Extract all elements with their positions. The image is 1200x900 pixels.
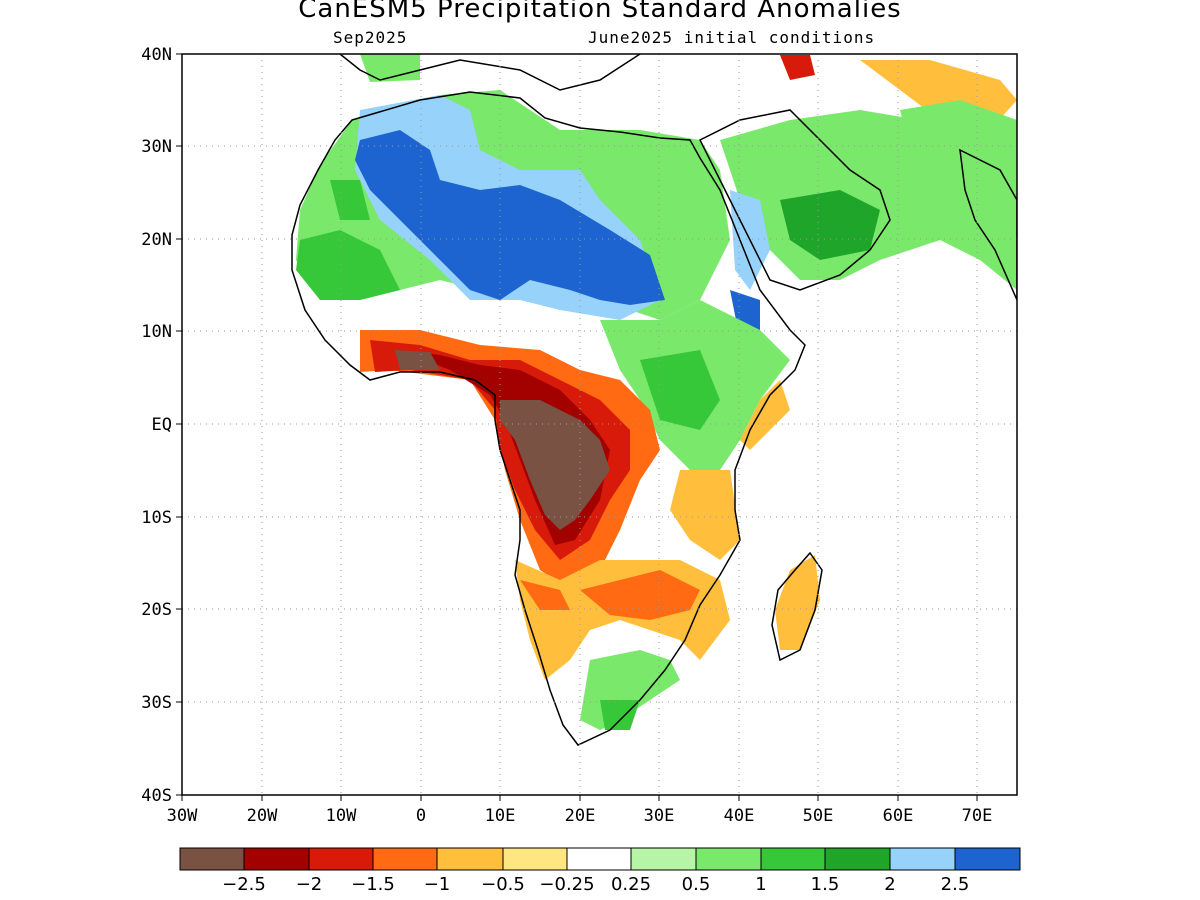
colorbar-swatch-2: [308, 847, 374, 871]
colorbar-label: −1: [424, 874, 451, 895]
lat-label-40s: 40S: [141, 786, 172, 806]
westafrica-brown: [395, 350, 440, 370]
colorbar-label: 0.25: [611, 874, 651, 895]
horn-orange: [740, 380, 790, 450]
colorbar-swatch-4: [436, 847, 504, 871]
coastlines: [291, 54, 1017, 746]
colorbar-swatch-1: [243, 847, 310, 871]
colorbar-label: 1: [755, 874, 766, 895]
lat-label-eq: EQ: [152, 415, 172, 435]
arabia-coastline: [698, 109, 891, 291]
colorbar-swatch-9: [760, 847, 826, 871]
initial-conditions-label: June2025 initial conditions: [588, 28, 876, 47]
lon-label-60e: 60E: [883, 806, 914, 826]
latitude-axis: 40N 30N 20N 10N EQ 10S 20S 30S 40S: [141, 45, 182, 806]
lat-label-30s: 30S: [141, 693, 172, 713]
colorbar-label: −0.5: [481, 874, 525, 895]
lon-label-30e: 30E: [644, 806, 675, 826]
lon-label-0: 0: [416, 806, 426, 826]
colorbar-swatch-3: [372, 847, 438, 871]
colorbar-label: 1.5: [811, 874, 840, 895]
iran-green: [900, 100, 1017, 190]
lon-label-70e: 70E: [962, 806, 993, 826]
lon-label-50e: 50E: [803, 806, 834, 826]
lon-label-10w: 10W: [326, 806, 357, 826]
colorbar-label: 2: [884, 874, 895, 895]
congo-brown: [500, 400, 610, 530]
colorbar-label: 2.5: [941, 874, 970, 895]
south-green-dark: [600, 700, 640, 730]
colorbar-swatch-7: [630, 847, 697, 871]
colorbar-swatch-11: [889, 847, 956, 871]
colorbar-swatch-10: [824, 847, 891, 871]
map-title: CanESM5 Precipitation Standard Anomalies: [298, 0, 902, 24]
lat-label-10s: 10S: [141, 508, 172, 528]
colorbar-swatch-12: [954, 847, 1021, 871]
lon-label-30w: 30W: [167, 806, 198, 826]
lon-label-20e: 20E: [565, 806, 596, 826]
africa-coastline: [291, 91, 806, 746]
longitude-axis: 30W 20W 10W 0 10E 20E 30E 40E 50E 60E 70…: [167, 795, 993, 826]
colorbar-label: −1.5: [351, 874, 395, 895]
lat-label-30n: 30N: [141, 137, 172, 157]
colorbar-swatch-8: [695, 847, 762, 871]
lat-label-40n: 40N: [141, 45, 172, 65]
arabia-dark: [780, 190, 880, 260]
green-dark-north: [296, 230, 400, 300]
colorbar-label: −2: [296, 874, 323, 895]
colorbar-swatch-5: [502, 847, 568, 871]
south-darkorange: [580, 570, 700, 620]
lon-label-20w: 20W: [247, 806, 278, 826]
lon-label-10e: 10E: [485, 806, 516, 826]
south-darkorange-west: [520, 580, 570, 610]
anatolia-red: [780, 55, 815, 80]
colorbar-label: −0.25: [539, 874, 594, 895]
blue-sahel: [355, 130, 665, 305]
europe-coastline: [339, 54, 641, 91]
east-africa-dark: [640, 350, 720, 430]
lat-label-20s: 20S: [141, 600, 172, 620]
colorbar-swatch-0: [179, 847, 245, 871]
madagascar-coastline: [771, 551, 823, 662]
lat-label-10n: 10N: [141, 322, 172, 342]
east-coast-orange: [670, 470, 740, 560]
lat-label-20n: 20N: [141, 230, 172, 250]
colorbar-swatch-6: [566, 847, 632, 871]
colorbar-label: −2.5: [222, 874, 266, 895]
anomaly-field: [290, 54, 1017, 745]
india-coastline: [959, 148, 1017, 301]
colorbar: −2.5 −2 −1.5 −1 −0.5 −0.25 0.25 0.5 1 1.…: [179, 847, 1021, 895]
colorbar-label: 0.5: [682, 874, 711, 895]
valid-month-label: Sep2025: [333, 28, 408, 47]
green-dark-west: [330, 180, 370, 220]
lon-label-40e: 40E: [724, 806, 755, 826]
mediterranean-green: [360, 54, 420, 82]
madagascar-orange: [775, 555, 820, 650]
